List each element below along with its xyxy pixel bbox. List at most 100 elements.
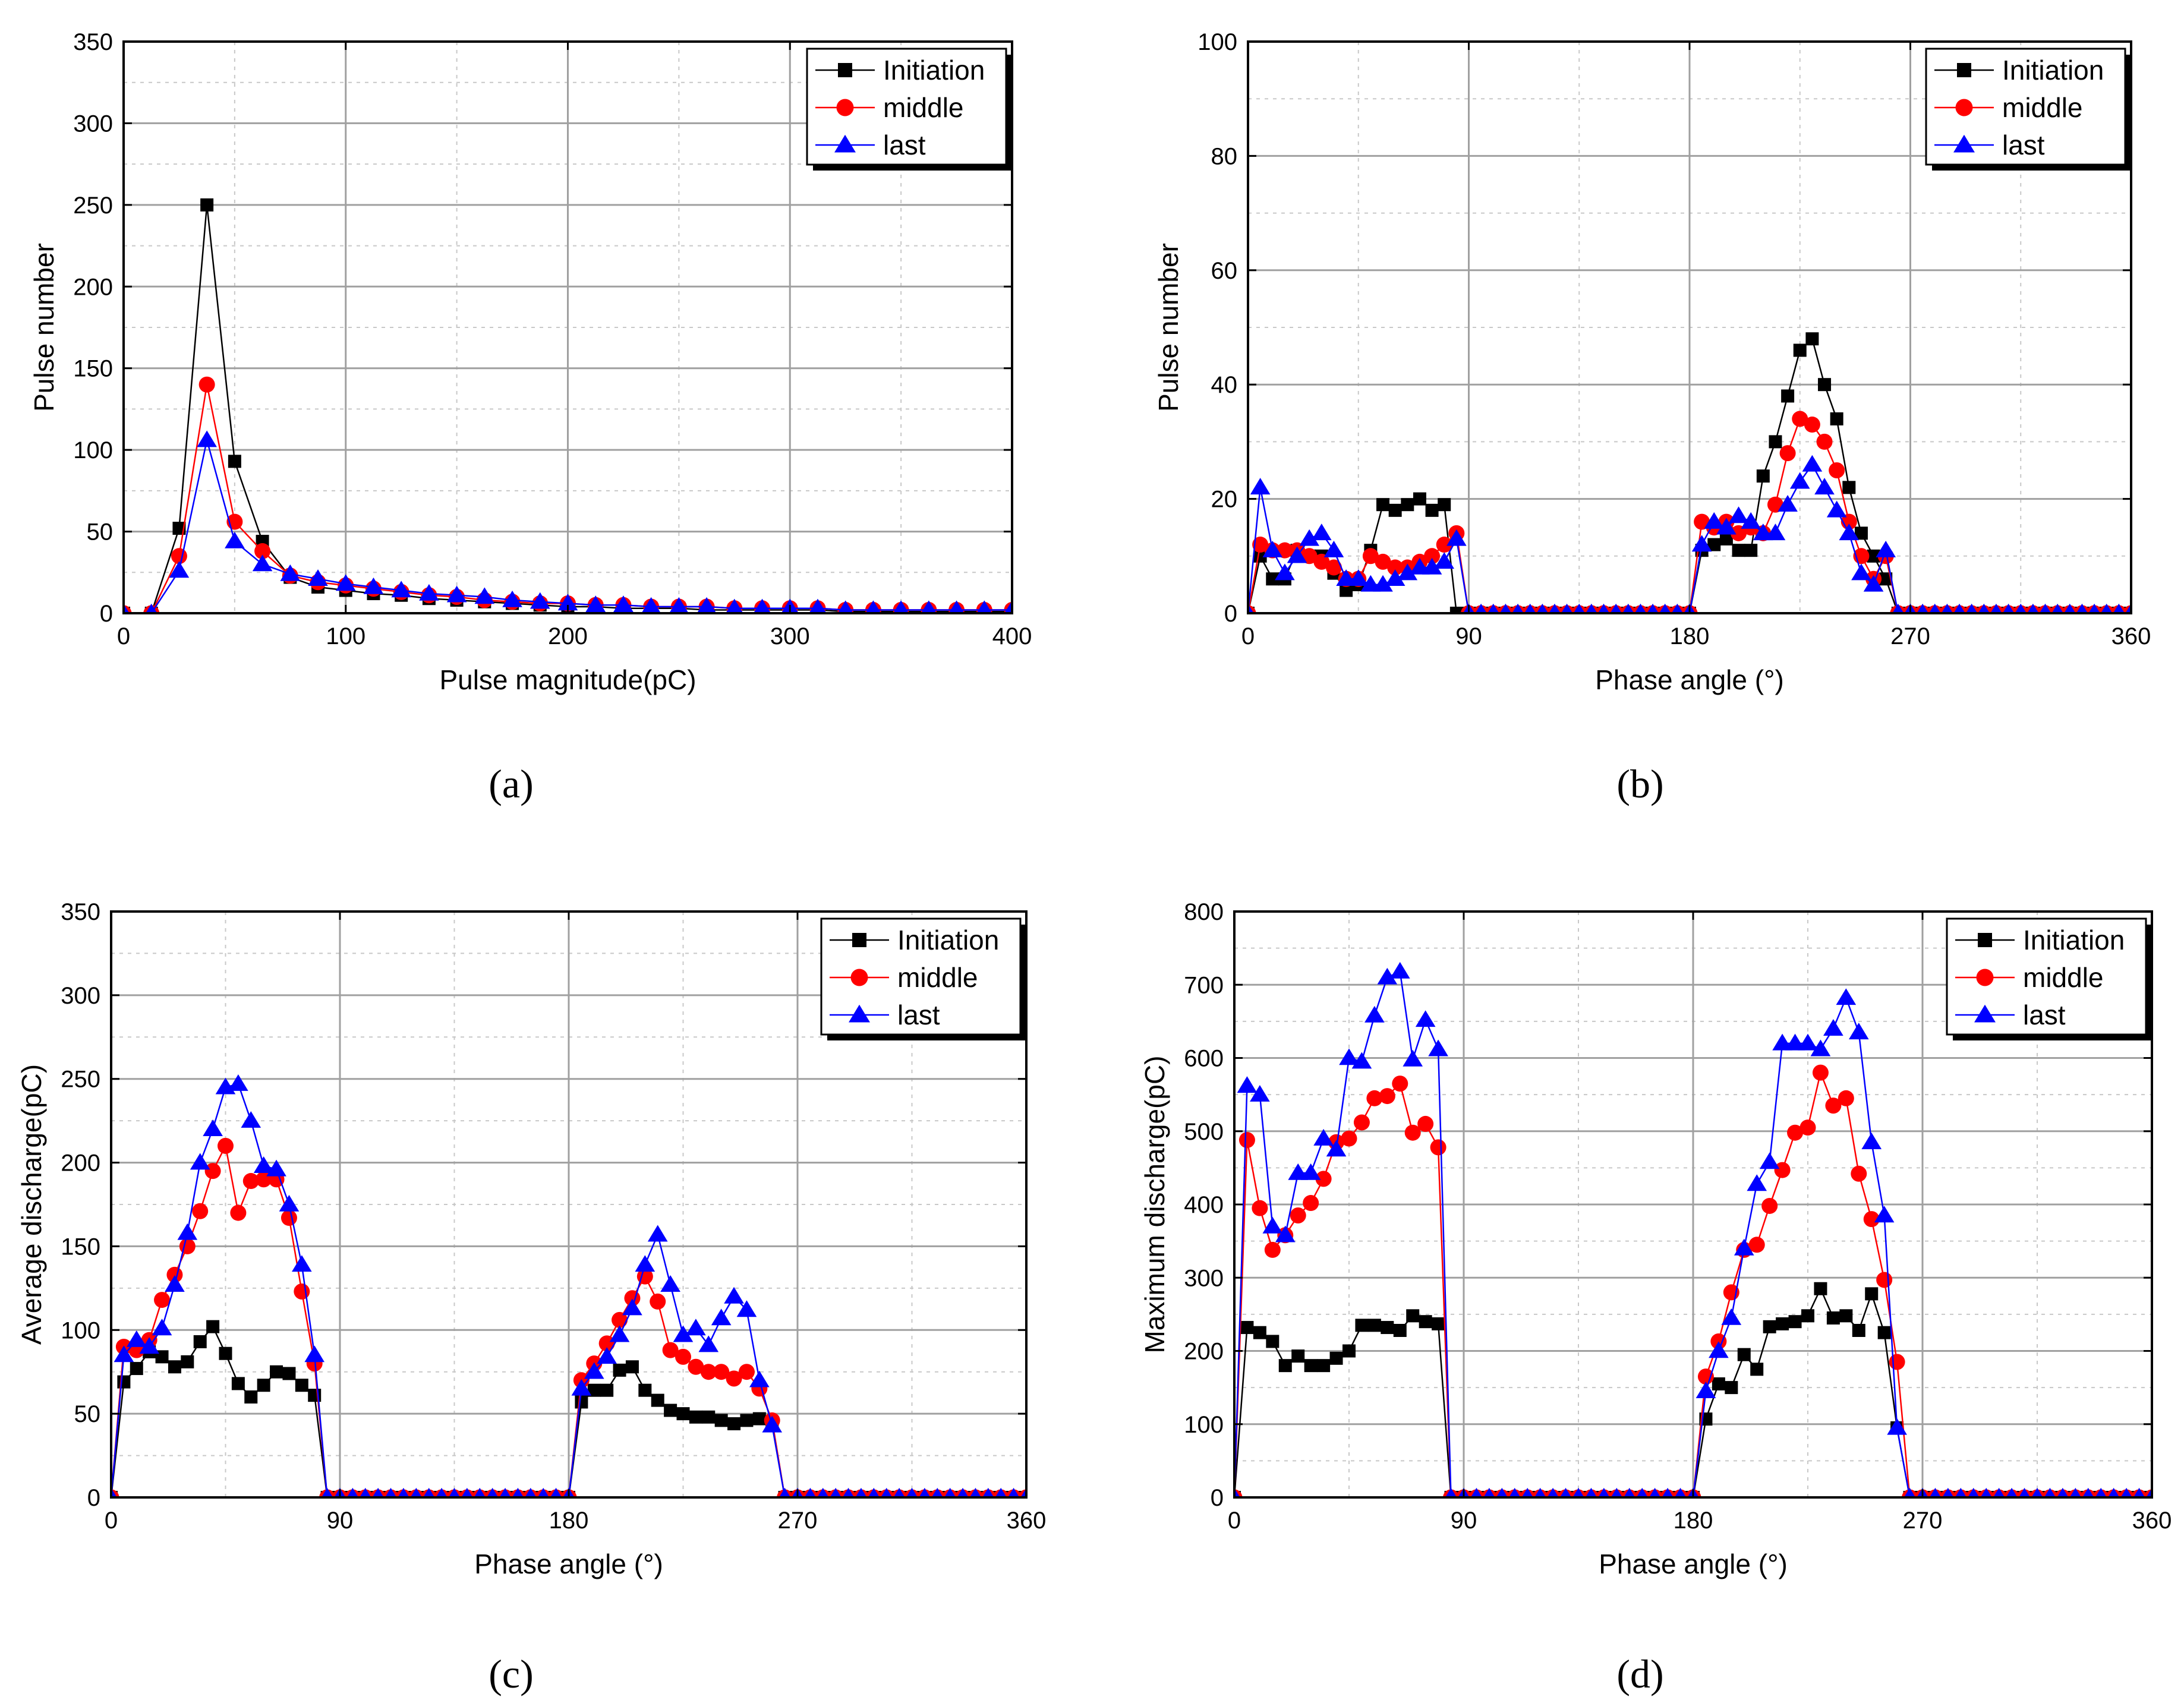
- x-tick-label: 270: [1903, 1508, 1943, 1534]
- data-point: [225, 531, 245, 548]
- data-point: [736, 1300, 757, 1317]
- y-tick-label: 150: [61, 1234, 100, 1260]
- data-point: [177, 1223, 198, 1240]
- data-point: [1942, 1487, 1954, 1497]
- data-point: [1941, 603, 1953, 613]
- data-point: [1812, 1064, 1829, 1081]
- data-point: [111, 1487, 117, 1497]
- data-point: [1299, 529, 1320, 546]
- x-axis-title: Phase angle (°): [474, 1549, 663, 1579]
- data-point: [1649, 1487, 1661, 1497]
- data-point: [1301, 548, 1318, 564]
- y-tick-label: 500: [1184, 1119, 1224, 1145]
- data-point: [168, 1360, 181, 1374]
- data-point: [1300, 1163, 1321, 1180]
- data-point: [635, 1255, 655, 1272]
- data-point: [2002, 603, 2015, 613]
- data-point: [1732, 544, 1745, 557]
- data-point: [727, 1417, 741, 1431]
- data-point: [1521, 1487, 1533, 1497]
- data-point: [304, 1345, 325, 1363]
- data-point: [436, 1487, 447, 1497]
- data-point: [686, 1319, 706, 1336]
- data-point: [1406, 1309, 1420, 1323]
- data-point: [1428, 1039, 1448, 1057]
- data-point: [612, 1311, 628, 1328]
- series-last: [111, 1074, 1026, 1497]
- data-point: [474, 587, 495, 604]
- data-point: [1277, 542, 1293, 559]
- data-point: [1704, 512, 1725, 529]
- data-point: [360, 1487, 371, 1497]
- data-point: [622, 1298, 642, 1316]
- data-point: [571, 1379, 592, 1396]
- data-point: [817, 1487, 829, 1497]
- data-point: [1826, 1311, 1840, 1325]
- data-point: [1266, 1335, 1279, 1348]
- data-point: [2095, 1487, 2107, 1497]
- y-tick-label: 20: [1211, 487, 1238, 513]
- data-point: [1776, 1317, 1789, 1330]
- data-point: [1622, 603, 1634, 613]
- data-point: [660, 1275, 680, 1292]
- data-point: [1419, 1315, 1432, 1329]
- legend-marker-circle: [1955, 99, 1973, 116]
- legend-marker-square: [852, 933, 866, 947]
- x-tick-label: 360: [2111, 623, 2151, 649]
- data-point: [1903, 1487, 1916, 1497]
- data-point: [982, 1487, 994, 1497]
- data-point: [1377, 967, 1398, 985]
- series-last: [124, 430, 1012, 613]
- x-tick-label: 100: [326, 623, 365, 649]
- data-point: [1237, 1076, 1258, 1093]
- data-point: [1774, 1162, 1791, 1178]
- data-point: [1865, 1287, 1879, 1301]
- data-point: [1278, 1359, 1292, 1373]
- data-point: [842, 1487, 855, 1497]
- panel-label: (b): [1616, 761, 1663, 806]
- legend-marker-circle: [836, 99, 854, 116]
- data-point: [557, 594, 578, 611]
- legend-marker-square: [1978, 933, 1992, 947]
- data-point: [779, 1487, 791, 1497]
- data-point: [664, 1404, 677, 1417]
- data-point: [179, 1238, 196, 1254]
- data-point: [714, 1414, 728, 1427]
- y-tick-label: 50: [87, 519, 114, 545]
- data-point: [740, 1414, 754, 1427]
- data-point: [1876, 540, 1896, 557]
- data-point: [1887, 1418, 1907, 1435]
- chart-panel-4: 0 90 180 270 360 0 100 200 300 400 500 600 700 800 Pha…: [1139, 899, 2172, 1696]
- x-tick-label: 90: [1455, 623, 1482, 649]
- x-tick-label: 360: [2132, 1508, 2172, 1534]
- data-point: [169, 561, 190, 578]
- legend-marker-triangle: [1953, 134, 1975, 153]
- data-point: [675, 1348, 691, 1365]
- series-last: [1234, 961, 2152, 1497]
- y-tick-label: 100: [73, 437, 113, 463]
- data-point: [698, 1335, 719, 1352]
- data-point: [335, 574, 356, 591]
- data-point: [1376, 498, 1390, 512]
- y-tick-label: 200: [1184, 1339, 1224, 1365]
- data-point: [906, 1487, 918, 1497]
- data-point: [1388, 503, 1402, 517]
- data-point: [1315, 1171, 1332, 1187]
- data-point: [1825, 1098, 1842, 1114]
- data-point: [192, 1203, 209, 1219]
- data-point: [154, 1292, 171, 1308]
- data-point: [292, 1255, 312, 1272]
- data-point: [1362, 548, 1379, 564]
- data-point: [1341, 1130, 1357, 1147]
- data-point: [1671, 603, 1684, 613]
- y-axis-title: Average discharge(pC): [16, 1064, 47, 1345]
- data-point: [1387, 559, 1404, 576]
- data-point: [193, 1335, 207, 1349]
- legend-marker-circle: [1976, 969, 1994, 986]
- data-point: [1586, 603, 1597, 613]
- data-point: [1980, 1487, 1992, 1497]
- data-point: [200, 198, 214, 212]
- data-point: [1861, 1133, 1882, 1149]
- data-point: [499, 1487, 511, 1497]
- y-tick-label: 50: [74, 1401, 101, 1427]
